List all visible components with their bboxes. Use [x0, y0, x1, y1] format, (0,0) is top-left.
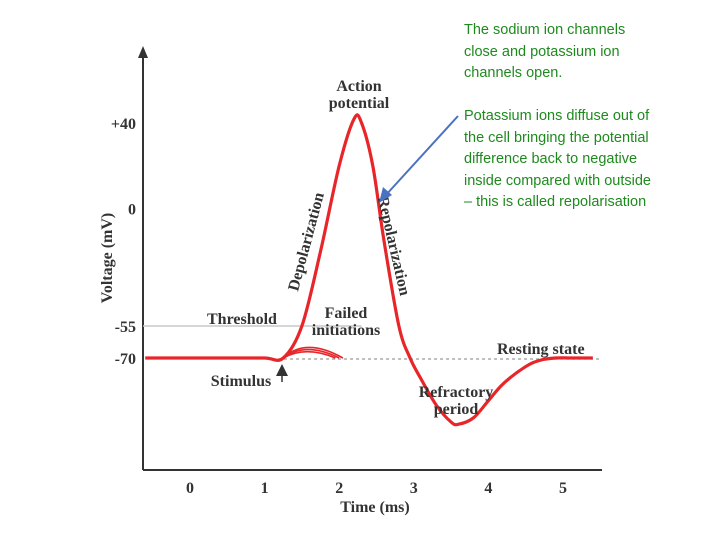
x-tick-label: 2	[335, 480, 343, 497]
y-tick-label: 0	[128, 201, 136, 218]
action-potential-label: potential	[329, 95, 390, 112]
y-tick-label: -55	[115, 319, 136, 336]
series-line	[145, 113, 593, 427]
repolarization-label: Repolarization	[374, 195, 413, 298]
action-potential-label: Action	[336, 78, 381, 95]
x-axis-label: Time (ms)	[340, 499, 409, 516]
threshold-label: Threshold	[207, 311, 277, 328]
axes	[138, 46, 602, 471]
x-tick-label: 5	[559, 480, 567, 497]
failed-initiations-label: Failed	[325, 305, 368, 322]
note-arrowhead	[379, 187, 392, 203]
note-arrow-shaft	[384, 115, 459, 197]
series-lines	[145, 113, 593, 427]
y-axis-label: Voltage (mV)	[99, 213, 116, 304]
y-axis-arrowhead	[138, 46, 148, 58]
x-tick-label: 1	[261, 480, 269, 497]
note-arrow	[379, 115, 459, 203]
x-tick-label: 0	[186, 480, 194, 497]
stimulus-label: Stimulus	[211, 373, 271, 390]
x-tick-label: 4	[484, 480, 492, 497]
y-tick-label: -70	[115, 351, 136, 368]
x-tick-label: 3	[410, 480, 418, 497]
resting-state-label: Resting state	[497, 341, 585, 358]
tick-labels: +40 0 -55 -70 0 1 2 3 4 5 Time (ms) Voltage (mV)	[99, 116, 567, 516]
potassium-note: Potassium ions diffuse out of the cell b…	[464, 108, 651, 210]
y-tick-label: +40	[111, 116, 136, 133]
refractory-period-label: Refractory	[419, 384, 494, 401]
refractory-period-label: period	[434, 401, 479, 418]
failed-initiations-label: initiations	[312, 322, 380, 339]
guide-lines	[143, 325, 602, 360]
sodium-note: The sodium ion channels close and potass…	[464, 22, 626, 81]
